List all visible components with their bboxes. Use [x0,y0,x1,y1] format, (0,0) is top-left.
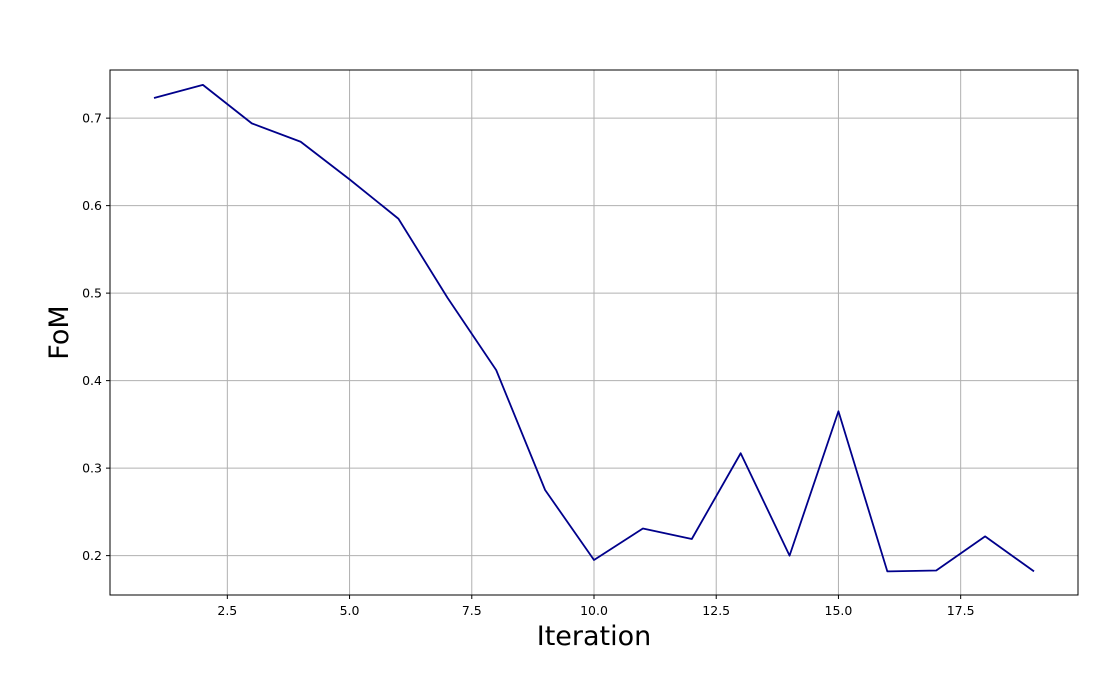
y-tick-label: 0.4 [82,373,102,388]
x-tick-label: 12.5 [702,603,730,618]
x-tick-label: 7.5 [462,603,482,618]
x-tick-label: 2.5 [217,603,237,618]
x-axis-title: Iteration [537,621,652,652]
x-tick-label: 15.0 [825,603,853,618]
y-tick-label: 0.5 [82,286,102,301]
x-axis: 2.5 5.0 7.5 10.0 12.5 15.0 17.5 [217,595,975,618]
y-axis: 0.2 0.3 0.4 0.5 0.6 0.7 [82,111,110,563]
y-tick-label: 0.6 [82,198,102,213]
x-tick-label: 5.0 [340,603,360,618]
series-line [153,83,1035,573]
y-tick-label: 0.2 [82,548,102,563]
y-tick-label: 0.7 [82,111,102,126]
y-axis-title: FoM [44,305,75,359]
x-tick-label: 17.5 [947,603,975,618]
series-layer [153,83,1035,573]
grid-lines [110,70,1078,595]
y-tick-label: 0.3 [82,461,102,476]
x-tick-label: 10.0 [580,603,608,618]
